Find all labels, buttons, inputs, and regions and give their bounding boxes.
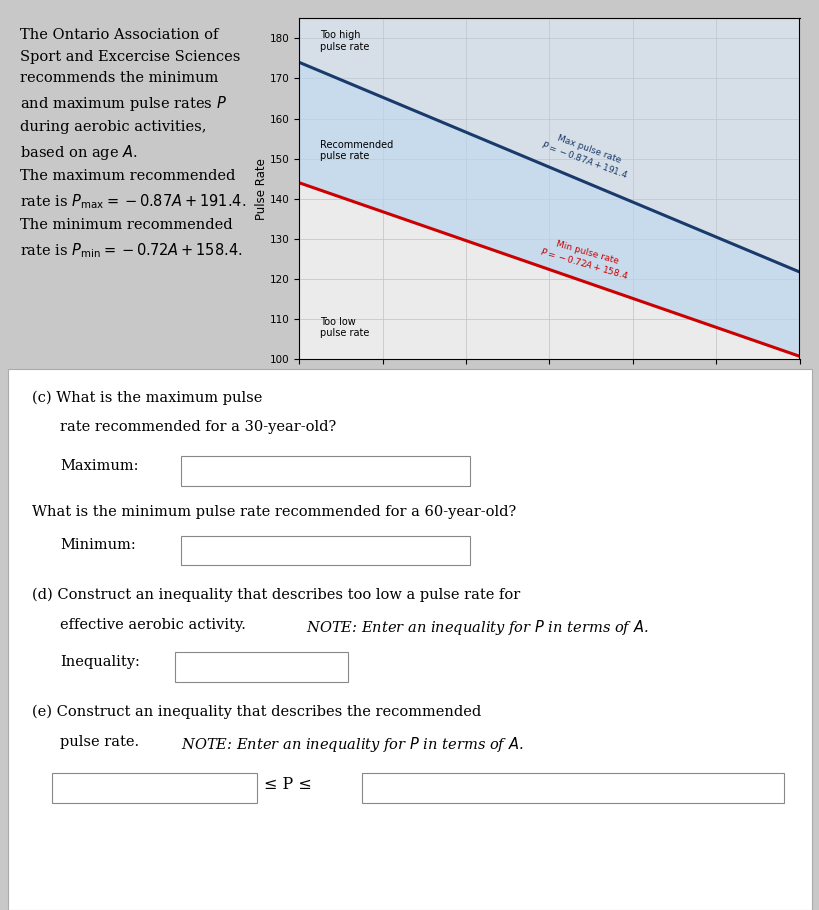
Text: NOTE: Enter an inequality for $P$ in terms of $A$.: NOTE: Enter an inequality for $P$ in ter… [305, 618, 647, 637]
Bar [181, 535, 469, 565]
Text: Too high
pulse rate: Too high pulse rate [319, 30, 369, 52]
Bar [361, 773, 783, 803]
X-axis label: Age: Age [537, 382, 560, 395]
Text: Recommended
pulse rate: Recommended pulse rate [319, 140, 393, 161]
Text: Inequality:: Inequality: [61, 655, 140, 669]
Text: Minimum:: Minimum: [61, 538, 136, 552]
Text: Choose one ▾: Choose one ▾ [185, 656, 273, 670]
Text: What is the minimum pulse rate recommended for a 60-year-old?: What is the minimum pulse rate recommend… [32, 505, 516, 519]
Text: (e) Construct an inequality that describes the recommended: (e) Construct an inequality that describ… [32, 704, 481, 719]
Text: (d) Construct an inequality that describes too low a pulse rate for: (d) Construct an inequality that describ… [32, 588, 520, 602]
Text: Max pulse rate
$P=-0.87A+191.4$: Max pulse rate $P=-0.87A+191.4$ [539, 129, 632, 181]
Text: rate recommended for a 30-year-old?: rate recommended for a 30-year-old? [61, 420, 337, 434]
Text: effective aerobic activity.: effective aerobic activity. [61, 618, 246, 632]
Bar [52, 773, 257, 803]
Text: ≤ P ≤: ≤ P ≤ [264, 776, 311, 794]
Text: The Ontario Association of
Sport and Excercise Sciences
recommends the minimum
a: The Ontario Association of Sport and Exc… [20, 28, 246, 260]
Text: pulse rate.: pulse rate. [61, 735, 139, 749]
Text: Min pulse rate
$P=-0.72A+158.4$: Min pulse rate $P=-0.72A+158.4$ [538, 236, 631, 281]
Text: NOTE: Enter an inequality for $P$ in terms of $A$.: NOTE: Enter an inequality for $P$ in ter… [181, 735, 523, 753]
Text: (c) What is the maximum pulse: (c) What is the maximum pulse [32, 390, 262, 405]
Bar [181, 456, 469, 486]
Y-axis label: Pulse Rate: Pulse Rate [256, 158, 268, 219]
Text: Too low
pulse rate: Too low pulse rate [319, 317, 369, 339]
Bar [175, 652, 348, 682]
Text: Maximum:: Maximum: [61, 459, 138, 473]
